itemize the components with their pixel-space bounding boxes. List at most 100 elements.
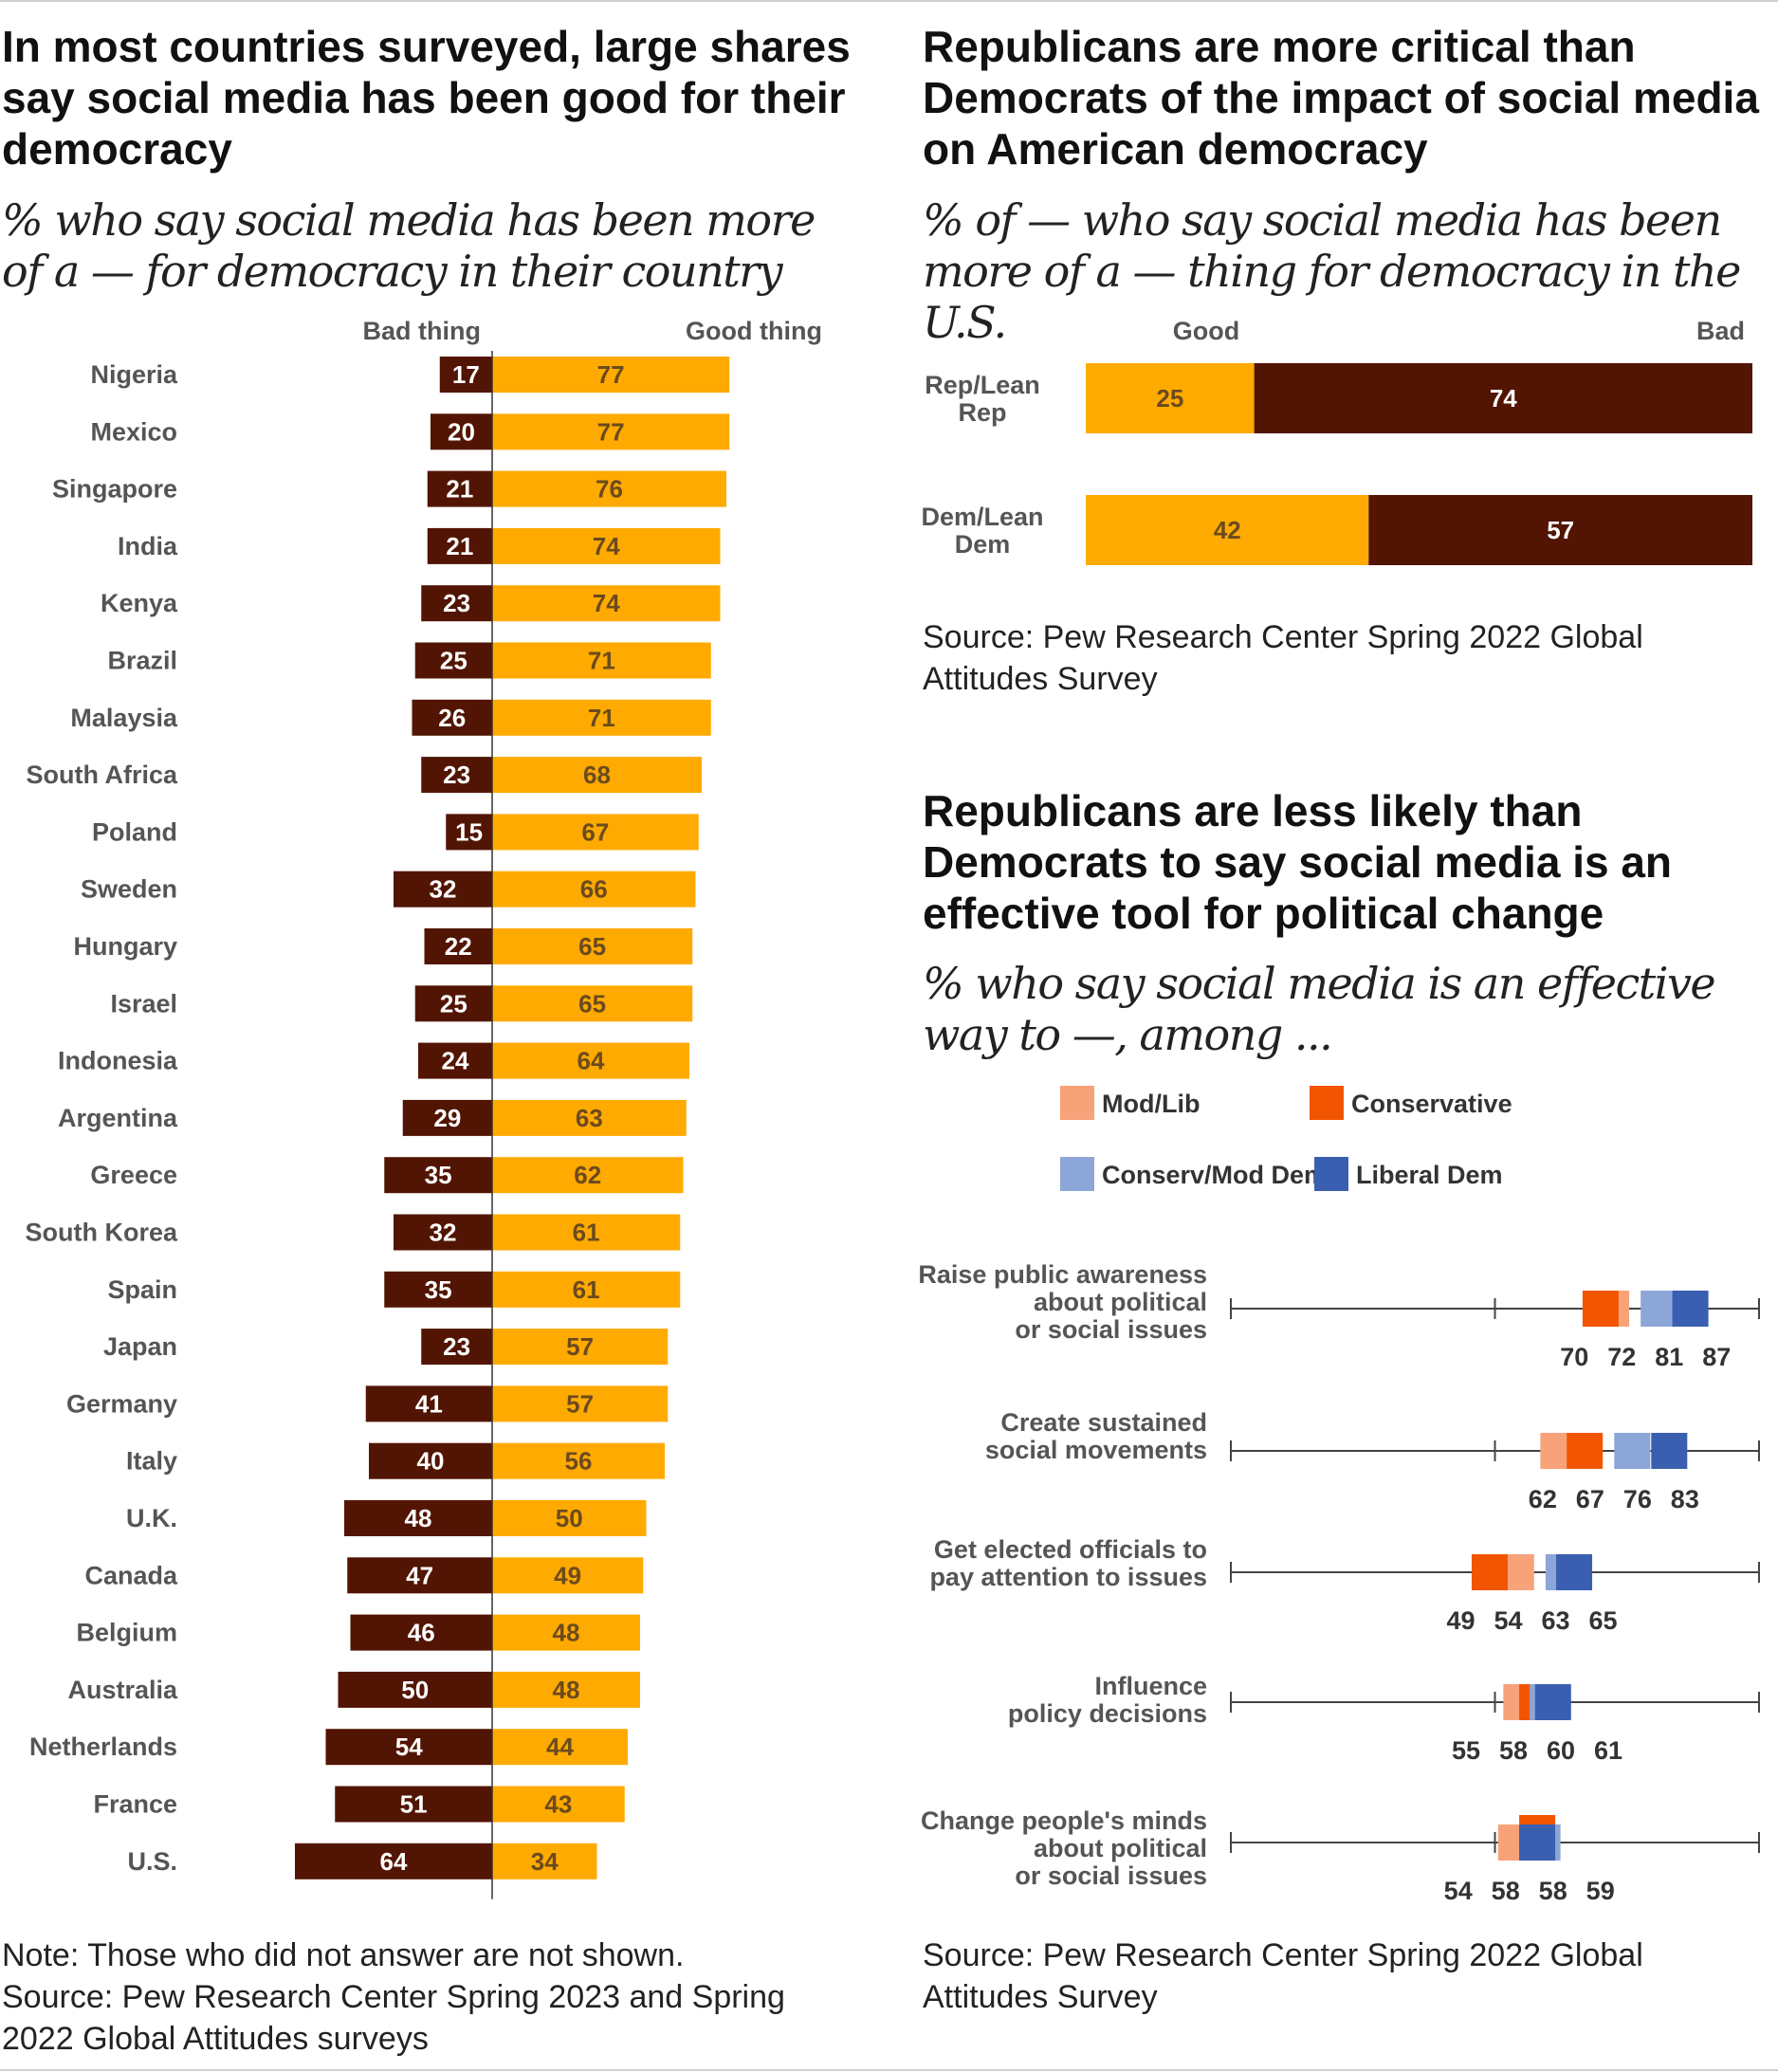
country-label: Sweden (81, 875, 177, 904)
country-label: Canada (84, 1561, 178, 1589)
good-value-label: 61 (573, 1275, 600, 1304)
bad-bar (365, 1385, 492, 1422)
dot-marker (1556, 1554, 1593, 1590)
bad-value-label: 21 (446, 475, 473, 504)
bad-bar (439, 357, 492, 393)
bad-value-label: 57 (1547, 516, 1574, 544)
dot-value-label: 58 (1539, 1877, 1567, 1905)
good-bar (492, 1329, 669, 1366)
good-value-label: 49 (554, 1561, 581, 1589)
good-value-label: 71 (588, 704, 615, 732)
category-label: Change people's minds (921, 1806, 1207, 1835)
bad-bar (384, 1157, 492, 1194)
good-bar (1086, 363, 1255, 433)
bad-bar (347, 1557, 492, 1594)
good-bar (492, 1786, 625, 1823)
dot-value-label: 58 (1499, 1736, 1528, 1765)
good-value-label: 48 (553, 1676, 580, 1704)
bad-value-label: 22 (445, 932, 472, 961)
bad-bar (424, 928, 492, 964)
dot-marker (1641, 1291, 1677, 1327)
bad-bar (1368, 495, 1752, 565)
country-label: Japan (103, 1332, 177, 1361)
country-label: Poland (92, 817, 177, 846)
good-value-label: 44 (546, 1733, 574, 1761)
bad-value-label: 54 (395, 1733, 423, 1761)
good-value-label: 65 (578, 989, 606, 1018)
bad-bar (394, 1214, 492, 1251)
good-bar (492, 413, 730, 450)
dot-value-label: 63 (1541, 1606, 1569, 1635)
country-diverging-bar-chart: Bad thing Good thing Nigeria 17 77 Mexico 20 77… (25, 317, 822, 1899)
bad-value-label: 32 (430, 1219, 457, 1247)
legend-bad-thing: Bad thing (363, 317, 481, 345)
good-bar (492, 699, 711, 736)
country-label: Nigeria (90, 360, 178, 389)
bad-bar (421, 585, 492, 622)
dot-marker (1672, 1291, 1709, 1327)
good-value-label: 65 (578, 932, 606, 961)
dot-value-label: 58 (1492, 1877, 1520, 1905)
country-label: Argentina (58, 1104, 178, 1132)
country-label: South Korea (25, 1219, 177, 1247)
dot-marker (1582, 1291, 1619, 1327)
good-value-label: 67 (581, 817, 609, 846)
country-label: U.S. (127, 1847, 177, 1876)
country-label: Malaysia (70, 704, 178, 732)
good-value-label: 25 (1156, 384, 1183, 413)
dot-value-label: 55 (1452, 1736, 1480, 1765)
legend-mod-lib: Mod/Lib (1102, 1090, 1200, 1118)
good-bar (492, 1271, 681, 1308)
bad-value-label: 32 (430, 875, 457, 904)
bottom-right-source: Source: Pew Research Center Spring 2022 … (923, 1937, 1643, 2015)
dot-marker (1651, 1433, 1688, 1469)
top-right-chart-title: Republicans are more critical than Democ… (923, 22, 1759, 174)
category-label: or social issues (1015, 1315, 1207, 1344)
bad-value-label: 40 (417, 1447, 445, 1476)
good-bar (492, 1099, 687, 1136)
category-label: or social issues (1015, 1861, 1207, 1890)
good-value-label: 76 (596, 475, 623, 504)
bad-value-label: 24 (442, 1047, 469, 1075)
good-value-label: 63 (576, 1104, 603, 1132)
dot-value-label: 81 (1655, 1343, 1683, 1371)
country-label: Brazil (107, 647, 177, 675)
bad-value-label: 47 (406, 1561, 433, 1589)
good-bar (492, 985, 693, 1022)
bad-value-label: 29 (433, 1104, 461, 1132)
dot-marker (1471, 1554, 1508, 1590)
good-value-label: 74 (593, 589, 620, 617)
country-label: U.K. (126, 1504, 177, 1532)
bad-bar (295, 1843, 492, 1879)
good-value-label: 56 (565, 1447, 593, 1476)
legend-conserv-mod-dem-swatch (1060, 1157, 1094, 1191)
good-value-label: 77 (597, 417, 625, 446)
good-bar (492, 1042, 689, 1079)
bad-value-label: 35 (425, 1275, 452, 1304)
good-value-label: 34 (531, 1847, 559, 1876)
legend-conserv-mod-dem: Conserv/Mod Dem (1102, 1161, 1327, 1189)
good-bar (492, 871, 696, 908)
bad-bar (421, 1329, 492, 1366)
bad-value-label: 21 (446, 532, 473, 560)
good-value-label: 71 (588, 647, 615, 675)
dot-value-label: 65 (1588, 1606, 1617, 1635)
bad-bar (394, 871, 492, 908)
category-label: social movements (985, 1436, 1207, 1464)
good-bar (492, 1843, 597, 1879)
bad-bar (384, 1271, 492, 1308)
dot-value-label: 54 (1494, 1606, 1522, 1635)
dot-value-label: 54 (1444, 1877, 1473, 1905)
country-label: Indonesia (58, 1047, 178, 1075)
bad-bar (427, 527, 492, 564)
good-bar (492, 1500, 647, 1536)
good-value-label: 48 (553, 1619, 580, 1647)
bad-bar (402, 1099, 492, 1136)
bad-bar (344, 1500, 492, 1536)
dot-marker (1534, 1684, 1571, 1720)
legend-mod-lib-swatch (1060, 1086, 1094, 1120)
category-label: policy decisions (1008, 1699, 1207, 1728)
category-label: about political (1034, 1288, 1207, 1316)
bad-value-label: 23 (443, 1332, 470, 1361)
dot-value-label: 70 (1560, 1343, 1588, 1371)
